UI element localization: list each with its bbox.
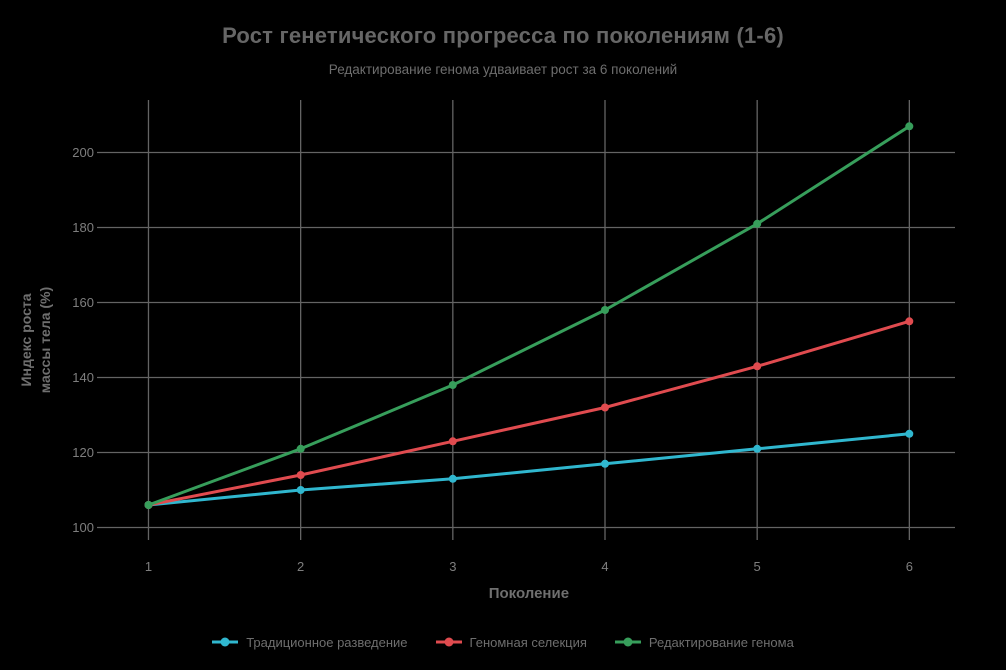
series-line-1: [147, 319, 911, 507]
x-tick-label: 6: [906, 559, 913, 574]
data-point-marker: [296, 471, 305, 479]
series-line-2: [147, 124, 911, 507]
data-point-marker: [905, 429, 914, 438]
chart-subtitle: Редактирование генома удваивает рост за …: [328, 62, 678, 77]
legend-marker-icon: [435, 637, 462, 647]
data-point-marker: [296, 444, 305, 453]
legend-label: Традиционное разведение: [246, 634, 408, 650]
x-tick-label: 4: [601, 559, 608, 574]
legend-item-1[interactable]: Геномная селекция: [435, 634, 587, 650]
y-axis-title-line: Индекс роста: [18, 293, 34, 386]
data-point-marker: [601, 403, 609, 412]
data-point-marker: [601, 459, 609, 468]
data-point-marker: [296, 486, 305, 494]
y-tick-label: 180: [72, 220, 94, 235]
legend-label: Геномная селекция: [469, 634, 587, 650]
x-tick-label: 1: [145, 559, 152, 574]
chart-legend: Традиционное разведение Геномная селекция…: [0, 631, 1006, 653]
y-axis-title-line: массы тела (%): [37, 287, 53, 393]
legend-marker-icon: [212, 637, 239, 647]
y-tick-label: 100: [72, 520, 94, 535]
data-point-marker: [905, 122, 914, 131]
data-point-marker: [448, 437, 457, 446]
series-line-0: [147, 432, 911, 507]
data-point-marker: [905, 317, 914, 326]
y-tick-label: 200: [72, 145, 94, 160]
y-tick-label: 160: [72, 295, 94, 310]
x-tick-label: 5: [754, 559, 761, 574]
data-point-marker: [753, 362, 762, 371]
data-point-marker: [601, 306, 609, 314]
x-axis-title: Поколение: [489, 585, 569, 602]
data-point-marker: [448, 381, 457, 389]
data-point-marker: [753, 219, 762, 228]
data-point-marker: [753, 444, 762, 453]
chart-title: Рост генетического прогресса по поколени…: [222, 23, 784, 48]
legend-label: Редактирование генома: [648, 634, 794, 650]
y-tick-label: 140: [72, 370, 94, 385]
legend-item-0[interactable]: Традиционное разведение: [212, 634, 408, 650]
legend-item-2[interactable]: Редактирование генома: [614, 634, 794, 650]
data-point-marker: [448, 474, 457, 483]
data-point-marker: [144, 501, 153, 509]
y-axis-title: Индекс роста массы тела (%): [18, 287, 53, 393]
legend-marker-icon: [614, 637, 641, 647]
x-tick-label: 3: [449, 559, 456, 574]
y-tick-label: 120: [72, 445, 94, 460]
x-tick-label: 2: [297, 559, 304, 574]
